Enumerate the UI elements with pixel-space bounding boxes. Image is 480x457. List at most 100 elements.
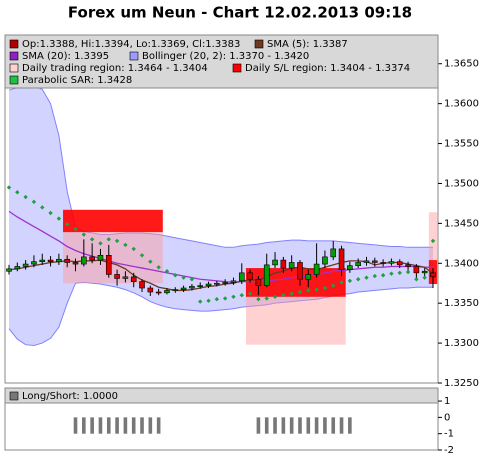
- candle-body: [197, 285, 204, 287]
- sar-point: [181, 275, 186, 280]
- sar-point: [331, 283, 336, 288]
- sar-point: [339, 280, 344, 285]
- candle-body: [238, 272, 245, 282]
- sar-point: [156, 265, 161, 270]
- candle-body: [6, 268, 12, 272]
- position-bar: [256, 417, 261, 434]
- chart-title: Forex um Neun - Chart 12.02.2013 09:18: [68, 4, 412, 22]
- legend-swatch: [9, 63, 19, 73]
- legend-swatch: [232, 63, 242, 73]
- candle-body: [297, 262, 303, 280]
- candle-body: [372, 260, 378, 263]
- candle-body: [413, 266, 420, 274]
- sar-point: [364, 275, 369, 280]
- candle-body: [214, 282, 220, 285]
- position-bar: [331, 417, 336, 434]
- y-tick-label: 0: [444, 412, 450, 423]
- candle-body: [288, 262, 295, 269]
- candle-body: [247, 272, 253, 280]
- sar-point: [414, 277, 419, 282]
- candle-body: [114, 274, 120, 279]
- sar-point: [81, 232, 87, 237]
- sar-point: [264, 296, 269, 301]
- sar-point: [23, 194, 28, 200]
- candle-body: [139, 281, 145, 289]
- y-tick-label: 1.3500: [444, 178, 479, 189]
- position-bar: [273, 417, 277, 434]
- sar-point: [6, 185, 12, 190]
- sar-point: [56, 216, 62, 221]
- sar-point: [139, 253, 145, 258]
- candle-body: [396, 261, 403, 266]
- y-tick-label: 1.3350: [444, 298, 479, 309]
- candle-body: [205, 283, 212, 286]
- position-bar: [140, 417, 144, 434]
- sar-point: [222, 296, 228, 301]
- sar-point: [372, 273, 378, 279]
- lower-legend-box: [4, 387, 439, 404]
- candle-body: [155, 291, 162, 294]
- candle-body: [81, 256, 87, 265]
- position-bar: [73, 417, 78, 434]
- candle-body: [64, 258, 70, 263]
- candle-body: [130, 276, 137, 282]
- legend-label: Bollinger (20, 2): 1.3370 - 1.3420: [142, 51, 309, 62]
- position-bar: [106, 417, 111, 434]
- candle-body: [421, 270, 428, 274]
- legend-label: SMA (20): 1.3395: [22, 51, 109, 62]
- sar-point: [15, 190, 20, 195]
- y-tick-label: 1.3450: [444, 218, 479, 229]
- y-tick-label: 1.3600: [444, 99, 479, 110]
- sar-point: [73, 226, 78, 232]
- y-tick-label: 1.3400: [444, 258, 479, 269]
- candle-body: [272, 259, 278, 266]
- candle-body: [255, 278, 262, 286]
- sar-point: [389, 271, 394, 276]
- candle-body: [122, 276, 129, 279]
- candle-body: [280, 259, 287, 269]
- legend-swatch: [129, 51, 139, 61]
- position-bar: [131, 417, 136, 434]
- candle-body: [22, 263, 29, 267]
- position-bar: [90, 417, 94, 434]
- y-tick-label: 1.3300: [444, 338, 479, 349]
- sar-point: [123, 242, 128, 248]
- y-tick-label: -2: [444, 445, 454, 456]
- legend-label: SMA (5): 1.3387: [267, 39, 348, 50]
- bollinger-lower: [8, 281, 433, 346]
- sar-point: [306, 288, 311, 293]
- candle-body: [147, 287, 154, 293]
- candle-body: [97, 254, 104, 261]
- candle-body: [230, 280, 237, 283]
- candle-body: [363, 260, 370, 263]
- sar-point: [189, 277, 195, 282]
- position-bar: [289, 417, 294, 434]
- sar-point: [322, 285, 328, 291]
- sar-point: [40, 205, 45, 210]
- position-bar: [82, 417, 86, 434]
- y-tick-label: -1: [444, 429, 454, 440]
- sar-point: [214, 296, 220, 302]
- candle-body: [222, 282, 228, 284]
- candle-body: [322, 256, 328, 265]
- sar-point: [256, 296, 261, 302]
- sar-point: [422, 275, 427, 280]
- sl-region: [63, 209, 163, 233]
- sar-point: [98, 241, 103, 246]
- position-bar: [348, 417, 352, 434]
- legend-label: Parabolic SAR: 1.3428: [22, 75, 132, 86]
- legend-label: Daily trading region: 1.3464 - 1.3404: [22, 63, 208, 74]
- candle-body: [105, 254, 112, 275]
- position-bar: [306, 417, 311, 434]
- y-tick-label: 1.3650: [444, 59, 479, 70]
- sar-point: [148, 259, 153, 264]
- candle-body: [388, 261, 395, 264]
- position-bar: [148, 417, 153, 434]
- sar-point: [397, 270, 402, 276]
- candle-body: [330, 248, 337, 258]
- position-bar: [298, 417, 302, 434]
- sar-point: [64, 221, 70, 227]
- legend-label: Long/Short: 1.0000: [22, 391, 118, 402]
- candle-body: [172, 289, 179, 291]
